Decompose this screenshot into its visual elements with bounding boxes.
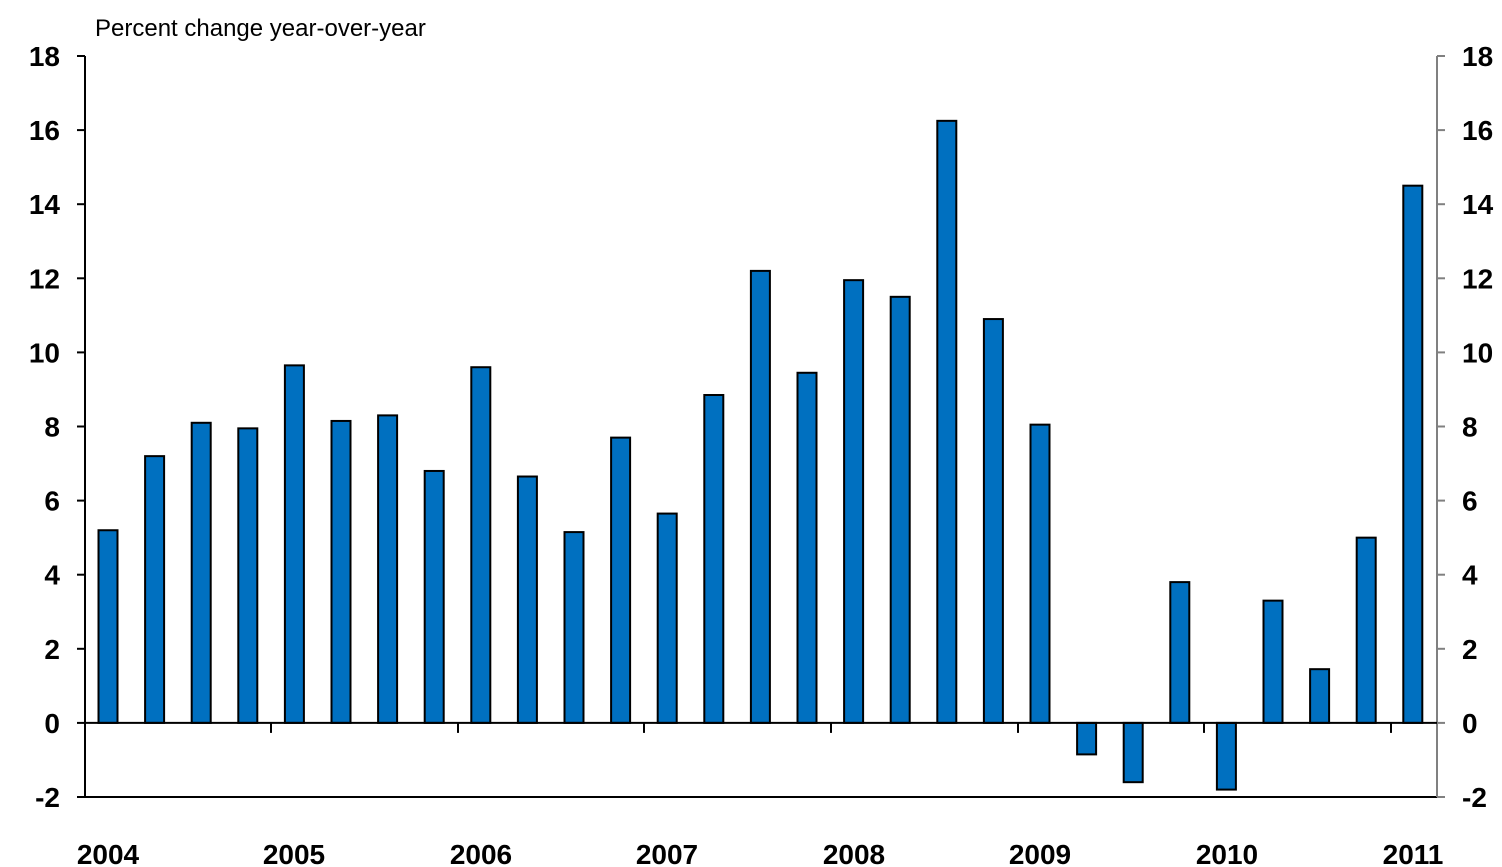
bar xyxy=(190,421,212,724)
bar xyxy=(1076,721,1098,756)
y-tick-label-left: 8 xyxy=(44,412,60,443)
bar xyxy=(1309,668,1331,724)
bar xyxy=(423,469,445,724)
y-tick-label-right: 16 xyxy=(1462,115,1493,146)
bar xyxy=(1029,423,1051,724)
bar xyxy=(97,529,119,724)
y-tick-label-left: 0 xyxy=(44,708,60,739)
bar xyxy=(144,455,166,724)
y-tick-label-left: 16 xyxy=(29,115,60,146)
bar xyxy=(330,419,352,724)
y-tick-label-left: 12 xyxy=(29,263,60,294)
bar xyxy=(703,394,725,724)
x-tick-label: 2006 xyxy=(450,839,512,867)
bar xyxy=(889,295,911,724)
y-tick-label-left: 6 xyxy=(44,486,60,517)
x-tick-label: 2011 xyxy=(1383,839,1444,867)
y-tick-label-right: 2 xyxy=(1462,634,1478,665)
x-tick-label: 2009 xyxy=(1009,839,1071,867)
bar xyxy=(656,512,678,724)
y-tick-label-left: 10 xyxy=(29,337,60,368)
y-tick-label-right: 8 xyxy=(1462,412,1478,443)
bar xyxy=(982,318,1004,724)
bar xyxy=(470,366,492,724)
y-axis-label: Percent change year-over-year xyxy=(95,15,426,42)
bar xyxy=(796,371,818,724)
bar xyxy=(1169,581,1191,724)
bar xyxy=(936,119,958,724)
y-tick-label-right: 10 xyxy=(1462,337,1493,368)
bar xyxy=(1355,536,1377,724)
y-tick-label-right: -2 xyxy=(1462,782,1487,813)
y-tick-label-right: 0 xyxy=(1462,708,1478,739)
bar xyxy=(1262,599,1284,724)
bar xyxy=(377,414,399,724)
y-tick-label-left: 2 xyxy=(44,634,60,665)
y-tick-label-left: 14 xyxy=(29,189,61,220)
x-tick-label: 2008 xyxy=(823,839,885,867)
x-tick-label: 2005 xyxy=(263,839,325,867)
bar xyxy=(749,269,771,724)
bar xyxy=(237,427,259,724)
bar xyxy=(516,475,538,724)
x-axis: 2004 2005 2006 2007 2008 2009 2010 2011 xyxy=(77,722,1444,867)
x-tick-label: 2004 xyxy=(77,839,140,867)
bar xyxy=(283,364,305,724)
bar xyxy=(1215,721,1237,791)
y-tick-label-right: 12 xyxy=(1462,263,1493,294)
bars xyxy=(97,119,1424,791)
y-tick-label-right: 18 xyxy=(1462,41,1493,72)
y-tick-label-right: 14 xyxy=(1462,189,1494,220)
bar xyxy=(843,279,865,724)
y-tick-label-left: 4 xyxy=(44,560,60,591)
y-axis-left: 18 16 14 12 10 8 6 4 2 0 -2 xyxy=(29,41,85,813)
y-tick-label-right: 4 xyxy=(1462,560,1478,591)
bar xyxy=(563,531,585,724)
y-tick-label-left: -2 xyxy=(35,782,60,813)
bar xyxy=(1402,184,1424,724)
axes xyxy=(84,56,1438,798)
y-axis-right: 18 16 14 12 10 8 6 4 2 0 -2 xyxy=(1437,41,1494,813)
x-tick-label: 2007 xyxy=(636,839,698,867)
bar xyxy=(1122,721,1144,784)
y-tick-label-left: 18 xyxy=(29,41,60,72)
x-tick-label: 2010 xyxy=(1196,839,1258,867)
y-tick-label-right: 6 xyxy=(1462,486,1478,517)
bar xyxy=(610,436,632,724)
